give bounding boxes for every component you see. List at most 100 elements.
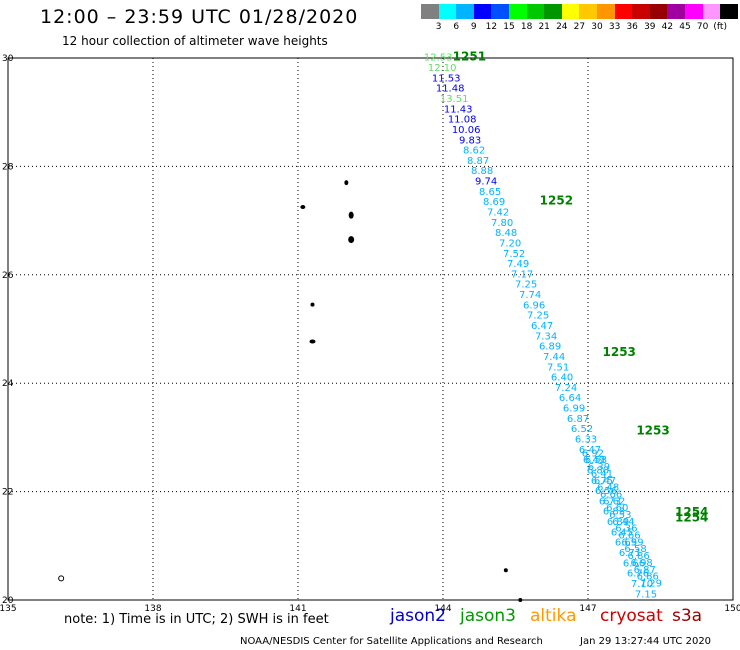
satellite-s3a: s3a xyxy=(672,606,703,626)
legend-label: 36 xyxy=(626,22,638,32)
legend-swatch xyxy=(720,4,738,19)
legend-swatch xyxy=(544,4,562,19)
pass-label: 1253 xyxy=(636,424,669,438)
track-a-value: 8.88 xyxy=(471,166,493,177)
legend-swatch xyxy=(421,4,439,19)
track-a-value: 7.24 xyxy=(555,383,577,394)
track-b-value: 6.44 xyxy=(612,517,634,528)
lat-tick-label: 22 xyxy=(2,488,13,498)
track-a-value: 6.47 xyxy=(579,445,601,456)
legend-swatch xyxy=(526,4,545,19)
pass-label: 1251 xyxy=(453,50,486,64)
track-a-value: 9.74 xyxy=(475,177,497,188)
legend-label: 9 xyxy=(470,22,477,32)
lat-tick-label: 30 xyxy=(2,54,14,64)
lat-tick-label: 28 xyxy=(2,162,14,172)
track-b-value: 6.41 xyxy=(591,469,613,480)
track-b-value: 6.47 xyxy=(594,476,616,487)
track-a-value: 7.25 xyxy=(527,311,549,322)
track-b-value: 6.86 xyxy=(627,551,649,562)
pass-label: 1252 xyxy=(540,193,573,207)
legend-label: 42 xyxy=(661,22,674,32)
track-a-value: 8.69 xyxy=(483,197,505,208)
track-b-value: 6.48 xyxy=(597,483,619,494)
track-a-value: 6.71 xyxy=(619,548,641,559)
track-a-value: 8.48 xyxy=(495,228,517,239)
legend-label: 27 xyxy=(573,22,586,32)
legend-label: 45 xyxy=(679,22,691,32)
track-a-value: 6.75 xyxy=(591,476,613,487)
legend-label: 70 xyxy=(696,22,709,32)
track-a-value: 6.99 xyxy=(563,404,585,415)
legend-swatch xyxy=(579,4,597,19)
track-a-value: 7.34 xyxy=(535,331,557,342)
lat-tick-label: 26 xyxy=(2,271,14,281)
satellite-altika: altika xyxy=(530,606,577,626)
track-a-value: 7.80 xyxy=(491,218,513,229)
legend-swatch xyxy=(438,4,457,19)
lon-tick-label: 150 xyxy=(724,604,740,614)
track-b-value: 6.60 xyxy=(606,503,628,514)
lat-tick-label: 24 xyxy=(2,379,14,389)
track-a-value: 9.83 xyxy=(459,135,481,146)
track-a-value: 6.66 xyxy=(623,558,645,569)
track-a-value: 6.33 xyxy=(575,435,597,446)
track-a-value: 6.89 xyxy=(607,517,629,528)
track-a-value: 6.89 xyxy=(539,342,561,353)
track-a-value: 7.15 xyxy=(635,589,657,600)
generation-timestamp: Jan 29 13:27:44 UTC 2020 xyxy=(580,636,712,647)
legend-swatch xyxy=(649,4,668,19)
track-a-value: 6.47 xyxy=(531,321,553,332)
color-legend xyxy=(421,4,738,20)
satellite-cryosat: cryosat xyxy=(600,606,663,626)
credit-text: NOAA/NESDIS Center for Satellite Applica… xyxy=(240,636,543,647)
track-a-value: 7.49 xyxy=(507,259,529,270)
track-a-value: 6.64 xyxy=(559,393,581,404)
legend-label: 3 xyxy=(435,22,442,32)
lon-tick-label: 138 xyxy=(144,604,161,614)
legend-label: 39 xyxy=(644,22,656,32)
track-b-value: 6.66 xyxy=(618,531,640,542)
track-a-value: 6.56 xyxy=(595,486,617,497)
track-a-value: 8.62 xyxy=(463,146,485,157)
track-b-value: 6.87 xyxy=(634,565,656,576)
island-marker xyxy=(300,205,306,210)
track-a-value: 11.43 xyxy=(444,104,473,115)
track-a-value: 7.51 xyxy=(547,362,569,373)
track-a-value: 7.25 xyxy=(515,280,537,291)
legend-swatch xyxy=(684,4,703,19)
track-b-value: 6.66 xyxy=(600,489,622,500)
track-a-value: 6.83 xyxy=(603,507,625,518)
legend-swatch xyxy=(596,4,615,19)
lon-tick-label: 135 xyxy=(0,604,17,614)
legend-swatch xyxy=(702,4,721,19)
pass-label: 1254 xyxy=(675,505,708,519)
island-marker xyxy=(344,180,349,186)
map-frame xyxy=(7,57,734,601)
track-a-value: 6.80 xyxy=(587,465,609,476)
track-a-value: 6.40 xyxy=(551,373,573,384)
lon-tick-label: 147 xyxy=(579,604,596,614)
track-b-value: 6.92 xyxy=(582,448,604,459)
pass-label: 1253 xyxy=(603,345,636,359)
track-b-value: 6.62 xyxy=(603,496,625,507)
map-subtitle: 12 hour collection of altimeter wave hei… xyxy=(62,34,328,48)
satellite-jason3: jason3 xyxy=(460,606,516,626)
track-a-value: 13.51 xyxy=(440,94,469,105)
track-b-value: 6.59 xyxy=(621,537,643,548)
legend-swatch xyxy=(491,4,509,19)
satellite-jason2: jason2 xyxy=(390,606,446,626)
legend-label: 33 xyxy=(608,22,621,32)
legend-label: 18 xyxy=(520,22,533,32)
track-a-value: 8.87 xyxy=(467,156,489,167)
legend-swatch xyxy=(561,4,580,19)
island-marker xyxy=(309,339,316,344)
track-a-value: 7.44 xyxy=(543,352,565,363)
lon-tick-label: 141 xyxy=(289,604,306,614)
legend-swatch xyxy=(614,4,633,19)
pass-label: 1254 xyxy=(675,510,708,524)
lon-tick-label: 144 xyxy=(434,604,451,614)
legend-label: 30 xyxy=(591,22,603,32)
track-a-value: 6.45 xyxy=(611,527,633,538)
legend-label: 6 xyxy=(453,22,460,32)
